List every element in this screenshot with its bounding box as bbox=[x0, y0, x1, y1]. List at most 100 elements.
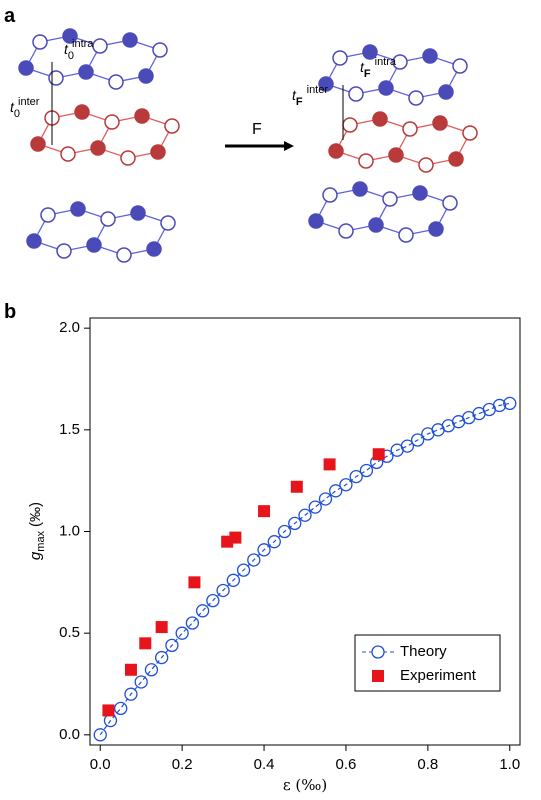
hopping-label: tFinter bbox=[292, 84, 328, 108]
data-point bbox=[102, 704, 115, 717]
data-point bbox=[410, 433, 425, 447]
label-unit: (‰) bbox=[27, 502, 44, 527]
data-point bbox=[323, 458, 336, 471]
atom bbox=[402, 121, 418, 137]
x-tick-label: 0.8 bbox=[417, 756, 438, 773]
data-point bbox=[144, 663, 159, 677]
atom bbox=[332, 50, 348, 66]
data-point bbox=[329, 484, 343, 498]
atom bbox=[342, 117, 358, 133]
atom bbox=[150, 144, 166, 160]
data-point bbox=[114, 701, 128, 716]
data-point bbox=[277, 524, 292, 539]
atom bbox=[78, 64, 94, 80]
y-tick-label: 0.5 bbox=[59, 624, 80, 641]
atom bbox=[104, 114, 120, 130]
legend-marker bbox=[371, 645, 385, 659]
atom bbox=[392, 54, 408, 70]
atom bbox=[322, 187, 338, 203]
data-point bbox=[236, 563, 251, 577]
atom bbox=[116, 247, 132, 263]
atom bbox=[120, 150, 136, 166]
atom bbox=[428, 221, 444, 237]
atom bbox=[152, 42, 168, 58]
panel-label: b bbox=[4, 301, 16, 323]
atom bbox=[432, 115, 448, 131]
arrow-label: F bbox=[252, 121, 262, 138]
data-point bbox=[290, 480, 303, 493]
atom bbox=[60, 146, 76, 162]
label-sup: intra bbox=[72, 38, 94, 50]
x-axis-label: ε (‰) bbox=[283, 776, 327, 794]
atom bbox=[352, 181, 368, 197]
atom bbox=[122, 32, 138, 48]
data-point bbox=[134, 675, 148, 689]
atom bbox=[308, 213, 324, 229]
atom bbox=[138, 68, 154, 84]
atom bbox=[134, 108, 150, 124]
data-point bbox=[503, 396, 517, 411]
data-point bbox=[349, 469, 363, 484]
atom bbox=[328, 143, 344, 159]
data-point bbox=[155, 621, 168, 634]
label-sup: inter bbox=[18, 96, 40, 108]
atom bbox=[90, 140, 106, 156]
label-base: t bbox=[360, 59, 365, 75]
data-point bbox=[155, 650, 169, 665]
atom bbox=[92, 38, 108, 54]
data-point bbox=[216, 583, 230, 598]
label-base: t bbox=[10, 99, 15, 115]
atom bbox=[30, 136, 46, 152]
data-point bbox=[185, 616, 200, 630]
label-base: t bbox=[292, 87, 297, 103]
atom bbox=[372, 111, 388, 127]
label-sub: 0 bbox=[14, 108, 20, 120]
atom bbox=[32, 34, 48, 50]
atom bbox=[164, 118, 180, 134]
atom bbox=[368, 217, 384, 233]
atom bbox=[318, 76, 334, 92]
data-point bbox=[165, 638, 179, 653]
atom bbox=[382, 191, 398, 207]
label-sup: inter bbox=[307, 84, 329, 96]
y-tick-label: 1.5 bbox=[59, 421, 80, 438]
atom bbox=[418, 157, 434, 173]
y-axis-label: gmax (‰) bbox=[27, 502, 47, 560]
atom bbox=[438, 84, 454, 100]
y-tick-label: 0.0 bbox=[59, 726, 80, 743]
data-point bbox=[359, 463, 374, 478]
data-point bbox=[124, 687, 138, 701]
data-point bbox=[288, 516, 302, 531]
label-sub: F bbox=[296, 96, 303, 108]
data-point bbox=[124, 663, 137, 676]
atom bbox=[358, 153, 374, 169]
data-point bbox=[492, 398, 507, 413]
atom bbox=[448, 151, 464, 167]
panel-label: a bbox=[4, 5, 16, 27]
atom bbox=[378, 80, 394, 96]
atom bbox=[362, 44, 378, 60]
x-tick-label: 0.6 bbox=[336, 756, 357, 773]
atom bbox=[422, 48, 438, 64]
atom bbox=[348, 86, 364, 102]
lattice-diagram bbox=[18, 28, 478, 263]
x-tick-label: 0.4 bbox=[254, 756, 275, 773]
data-point bbox=[195, 604, 210, 618]
atom bbox=[388, 147, 404, 163]
atom bbox=[442, 195, 458, 211]
y-tick-label: 2.0 bbox=[59, 319, 80, 336]
atom bbox=[160, 215, 176, 231]
atom bbox=[18, 60, 34, 76]
x-tick-label: 0.0 bbox=[90, 756, 111, 773]
x-tick-label: 1.0 bbox=[499, 756, 520, 773]
data-point bbox=[247, 553, 261, 567]
atom bbox=[100, 211, 116, 227]
atom bbox=[108, 74, 124, 90]
atom bbox=[86, 237, 102, 253]
data-point bbox=[339, 478, 353, 492]
atom bbox=[74, 104, 90, 120]
x-tick-label: 0.2 bbox=[172, 756, 193, 773]
hopping-label: t0inter bbox=[10, 96, 40, 120]
data-point bbox=[206, 593, 220, 608]
